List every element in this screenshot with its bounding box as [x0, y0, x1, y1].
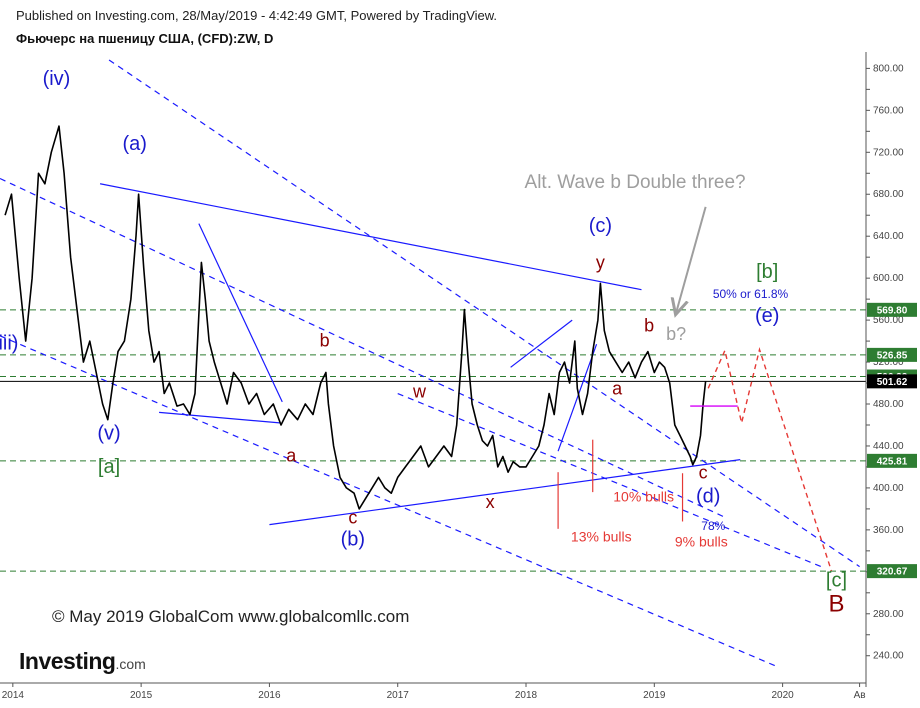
price-level-label: 569.80 [877, 305, 908, 316]
wave-label: a [612, 379, 623, 399]
x-tick-label: 2019 [643, 690, 666, 701]
price-level-tag [867, 347, 917, 362]
x-tick-label: Ав [854, 690, 866, 701]
x-tick-label: 2014 [2, 690, 25, 701]
sentiment-label: 13% bulls [571, 528, 632, 544]
sentiment-label: 10% bulls [613, 489, 674, 505]
trend-line [510, 319, 573, 368]
logo-suffix: .com [115, 656, 146, 672]
wave-label: 78% [701, 519, 725, 533]
wave-label: [c] [826, 570, 847, 592]
wave-label: B [828, 591, 844, 618]
wave-label: c [699, 462, 708, 482]
logo-text: Investing [19, 648, 116, 674]
trend-line [159, 411, 280, 424]
wave-label: 50% or 61.8% [713, 287, 789, 301]
wave-label: (e) [755, 305, 779, 327]
channel-dashed-line [108, 59, 860, 568]
trend-line [269, 459, 741, 526]
y-tick-label: 440.00 [873, 441, 904, 452]
wave-label: (c) [589, 215, 612, 237]
y-tick-label: 600.00 [873, 273, 904, 284]
wave-label: c [348, 508, 357, 528]
wave-label: b? [666, 324, 686, 344]
y-tick-label: 720.00 [873, 147, 904, 158]
y-tick-label: 760.00 [873, 105, 904, 116]
wave-label: x [486, 492, 495, 512]
price-series-line [4, 125, 707, 510]
last-price-label: 501.62 [877, 377, 908, 388]
y-tick-label: 280.00 [873, 609, 904, 620]
wave-label: [a] [98, 456, 120, 478]
published-info: Published on Investing.com, 28/May/2019 … [16, 8, 498, 23]
price-level-label: 425.81 [877, 456, 908, 467]
channel-dashed-line [0, 335, 777, 667]
trend-line [198, 223, 283, 403]
wave-label: (b) [341, 529, 365, 551]
last-price-tag [867, 374, 917, 389]
price-level-tag [867, 302, 917, 317]
x-tick-label: 2018 [515, 690, 538, 701]
x-tick-label: 2016 [258, 690, 281, 701]
y-tick-label: 400.00 [873, 483, 904, 494]
y-tick-label: 520.00 [873, 357, 904, 368]
instrument-title: Фьючерс на пшеницу США, (CFD):ZW, D [16, 31, 274, 46]
wave-label: w [412, 382, 427, 402]
y-tick-label: 560.00 [873, 315, 904, 326]
trend-line [99, 183, 642, 291]
x-tick-label: 2015 [130, 690, 153, 701]
wave-label: (a) [122, 133, 146, 155]
y-tick-label: 480.00 [873, 399, 904, 410]
wave-label: b [644, 316, 654, 336]
wave-label: [b] [756, 261, 778, 283]
price-level-tag [867, 453, 917, 468]
investing-logo: Investing.com [19, 648, 146, 675]
y-tick-label: 800.00 [873, 63, 904, 74]
wave-label: (d) [696, 486, 720, 508]
y-tick-label: 240.00 [873, 651, 904, 662]
sentiment-label: 9% bulls [675, 534, 728, 550]
price-level-label: 526.85 [877, 350, 908, 361]
trend-line [557, 344, 598, 452]
price-level-tag [867, 564, 917, 579]
y-tick-label: 680.00 [873, 189, 904, 200]
wave-label: y [596, 253, 605, 273]
wave-label: (iv) [43, 68, 71, 90]
wave-label: (v) [97, 423, 120, 445]
x-tick-label: 2017 [387, 690, 410, 701]
price-level-label: 320.67 [877, 567, 908, 578]
channel-dashed-line [0, 177, 726, 518]
y-tick-label: 640.00 [873, 231, 904, 242]
annotation-arrow [676, 206, 707, 313]
wave-label: a [286, 446, 297, 466]
wave-label: Alt. Wave b Double three? [525, 172, 746, 193]
copyright-text: © May 2019 GlobalCom www.globalcomllc.co… [52, 607, 410, 626]
projection-path [707, 346, 833, 572]
wave-label: b [320, 330, 330, 350]
x-tick-label: 2020 [771, 690, 794, 701]
wave-label: (iii) [0, 332, 18, 354]
y-tick-label: 360.00 [873, 525, 904, 536]
